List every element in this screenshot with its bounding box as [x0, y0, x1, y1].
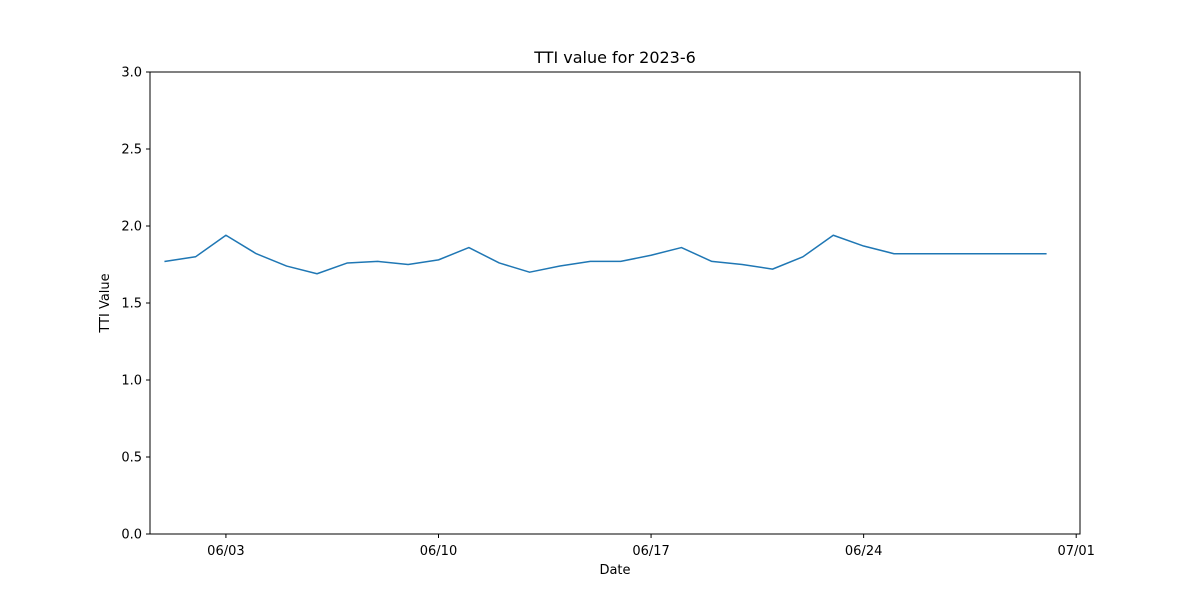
y-axis-label: TTI Value — [98, 273, 113, 333]
x-tick-label: 06/03 — [207, 544, 244, 559]
y-tick-label: 3.0 — [121, 66, 142, 81]
plot-area-frame — [149, 71, 1081, 535]
y-tick-label: 0.0 — [121, 528, 142, 543]
x-tick-label: 06/10 — [420, 544, 457, 559]
x-axis-label: Date — [599, 563, 630, 578]
series-line-0 — [164, 234, 1047, 275]
x-axis-ticks: 06/03 06/10 06/17 06/24 07/01 — [207, 534, 1095, 559]
y-tick-label: 2.5 — [121, 143, 142, 158]
chart-title: TTI value for 2023-6 — [533, 48, 696, 67]
y-axis-ticks: 0.0 0.5 1.0 1.5 2.0 2.5 3.0 — [121, 66, 150, 543]
x-tick-label: 06/24 — [845, 544, 882, 559]
series-layer — [164, 234, 1047, 275]
y-tick-label: 2.0 — [121, 220, 142, 235]
y-tick-label: 1.5 — [121, 297, 142, 312]
y-tick-label: 1.0 — [121, 374, 142, 389]
x-tick-label: 07/01 — [1057, 544, 1094, 559]
y-tick-label: 0.5 — [121, 451, 142, 466]
x-tick-label: 06/17 — [632, 544, 669, 559]
